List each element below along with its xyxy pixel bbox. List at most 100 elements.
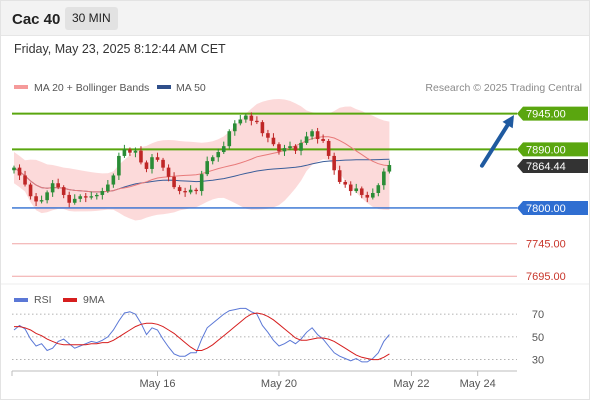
interval-button[interactable]: 30 MIN: [65, 7, 118, 30]
candle-body: [288, 146, 292, 149]
resistance-label-7890.00: 7890.00: [526, 144, 566, 156]
timestamp: Friday, May 23, 2025 8:12:44 AM CET: [14, 42, 226, 56]
candle-body: [255, 120, 259, 123]
instrument-title: Cac 40: [12, 11, 61, 28]
candle-body: [183, 191, 187, 193]
candle-body: [343, 181, 347, 185]
candle-body: [78, 196, 83, 199]
rsi-level-label-30: 30: [532, 355, 544, 367]
candle-body: [326, 140, 331, 156]
x-tick-label: May 24: [460, 378, 496, 390]
candle-body: [359, 188, 364, 195]
copyright-notice: Research © 2025 Trading Central: [425, 82, 582, 94]
candle-body: [188, 189, 193, 193]
support-label-7800.00: 7800.00: [526, 203, 566, 215]
forecast-arrow: [480, 115, 514, 168]
candle-body: [310, 131, 314, 137]
candle-body: [28, 184, 33, 197]
x-tick-label: May 20: [261, 378, 297, 390]
candle-body: [194, 189, 198, 192]
last-label-box: [517, 159, 588, 174]
candle-body: [34, 196, 38, 202]
candle-body: [266, 133, 270, 138]
candle-body: [139, 150, 143, 163]
candle-body: [371, 193, 375, 198]
candle-body: [293, 146, 298, 151]
candle-body: [315, 131, 320, 140]
ma50-legend-label: MA 50: [176, 82, 206, 94]
candle-body: [216, 152, 221, 158]
candle-body: [172, 176, 176, 188]
target-label-7695.00: 7695.00: [526, 271, 566, 283]
candle-body: [365, 194, 370, 198]
candle-body: [50, 183, 55, 193]
candle-body: [177, 187, 182, 192]
candle-body: [299, 142, 303, 151]
candle-body: [227, 131, 232, 147]
candle-body: [348, 184, 353, 192]
candle-body: [199, 174, 204, 192]
candle-body: [321, 139, 325, 141]
candle-body: [244, 115, 248, 120]
rsi-legend-swatch: [14, 298, 28, 302]
price-level-lines: [12, 112, 517, 277]
candle-body: [117, 155, 121, 176]
rsi-ma-line: [14, 312, 390, 361]
candle-body: [249, 115, 254, 121]
candle-body: [150, 157, 154, 169]
candle-body: [61, 187, 66, 195]
candle-body: [83, 196, 88, 198]
resistance-label-box: [517, 106, 588, 121]
candle-body: [95, 194, 99, 197]
price-level-labels: 7945.00 7890.00 7864.44 7800.00 7745.00 7695.…: [517, 106, 588, 283]
candle-body: [161, 159, 165, 168]
candle-body: [382, 171, 386, 186]
candle-body: [376, 185, 381, 193]
candle-body: [260, 122, 265, 134]
candle-body: [387, 165, 392, 172]
ma20-legend-label: MA 20 + Bollinger Bands: [34, 82, 149, 94]
candle-body: [12, 167, 16, 171]
candle-body: [238, 119, 243, 124]
candle-body: [304, 136, 309, 143]
candle-body: [354, 188, 359, 192]
candle-body: [23, 175, 27, 185]
chart-header: Cac 40 30 MIN: [1, 1, 589, 36]
candle-body: [56, 183, 60, 188]
rsi-ma-legend-swatch: [63, 298, 77, 302]
candle-body: [39, 200, 44, 202]
candle-body: [205, 161, 209, 175]
ma50-legend-swatch: [157, 85, 171, 89]
rsi-level-label-70: 70: [532, 309, 544, 321]
candle-body: [72, 198, 77, 203]
candle-body: [67, 194, 71, 203]
rsi-legend-label: RSI: [34, 294, 52, 306]
target-label-7745.00: 7745.00: [526, 239, 566, 251]
candle-body: [128, 149, 132, 153]
candle-body: [106, 184, 110, 192]
support-label-box: [517, 200, 588, 215]
candle-body: [271, 137, 276, 145]
ma20-legend-swatch: [14, 85, 28, 89]
candle-body: [133, 150, 138, 153]
candle-body: [111, 175, 116, 185]
candle-body: [45, 192, 49, 201]
candle-body: [277, 144, 281, 152]
resistance-label-box: [517, 142, 588, 157]
candlesticks: [12, 112, 392, 208]
candle-body: [155, 157, 160, 160]
candle-body: [210, 157, 215, 162]
rsi-ma-legend-label: 9MA: [83, 294, 105, 306]
last-label-7864.44: 7864.44: [526, 161, 566, 173]
candle-body: [282, 148, 287, 152]
candle-body: [332, 155, 336, 171]
candle-body: [221, 146, 226, 153]
candle-body: [122, 149, 127, 156]
x-tick-label: May 22: [393, 378, 429, 390]
candle-body: [17, 167, 22, 176]
resistance-label-7945.00: 7945.00: [526, 109, 566, 121]
candle-body: [144, 162, 149, 169]
rsi-panel: 70 50 30: [12, 307, 544, 367]
